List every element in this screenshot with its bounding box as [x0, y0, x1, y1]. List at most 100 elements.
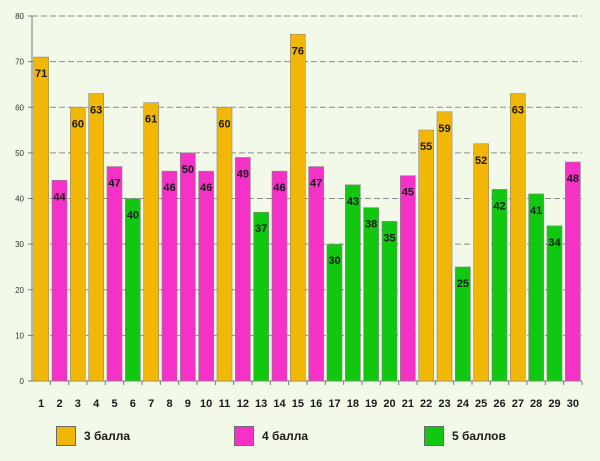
data-label-25: 52 — [475, 155, 487, 167]
x-tick-label-17: 17 — [328, 398, 340, 410]
bar-11 — [216, 106, 233, 382]
bar-27 — [510, 93, 526, 382]
data-label-9: 50 — [182, 164, 194, 176]
bar-21 — [400, 175, 416, 382]
y-tick-labels: 0 10 20 30 40 50 60 70 80 — [15, 12, 24, 386]
bar-28 — [528, 193, 544, 382]
bar-23 — [436, 111, 453, 382]
x-tick-label-14: 14 — [273, 398, 286, 410]
y-tick-label-60: 60 — [15, 103, 24, 112]
y-tick-label-10: 10 — [15, 331, 24, 340]
data-label-29: 34 — [548, 237, 561, 249]
x-tick-label-26: 26 — [493, 398, 505, 410]
data-label-12: 49 — [237, 168, 249, 180]
bar-19 — [363, 207, 379, 382]
bar-13 — [253, 211, 269, 382]
bar-17 — [326, 243, 343, 382]
bar-6 — [125, 198, 141, 382]
x-tick-label-6: 6 — [130, 398, 136, 410]
legend-item-4-balla: 4 балла — [234, 424, 308, 448]
data-label-15: 76 — [292, 45, 304, 57]
x-tick-label-5: 5 — [111, 398, 117, 410]
bar-15 — [290, 33, 306, 382]
bar-2 — [51, 179, 68, 382]
x-tick-label-21: 21 — [402, 398, 414, 410]
data-label-1: 71 — [35, 68, 47, 80]
legend-swatch-3-balla — [56, 426, 76, 446]
y-tick-label-0: 0 — [20, 377, 25, 386]
x-tick-label-1: 1 — [38, 398, 44, 410]
x-tick-label-29: 29 — [548, 398, 560, 410]
x-tick-label-10: 10 — [200, 398, 212, 410]
bar-18 — [345, 184, 361, 382]
data-label-26: 42 — [493, 200, 505, 212]
data-label-24: 25 — [457, 278, 469, 290]
x-tick-label-27: 27 — [512, 398, 524, 410]
x-tick-labels: 1 2 3 4 5 6 7 8 9 10 11 12 13 14 15 16 17 18 19 20 21 22 23 24 2… — [38, 398, 579, 410]
legend-swatch-5-ballov — [424, 426, 444, 446]
bar-10 — [198, 170, 214, 382]
bar-30 — [565, 161, 581, 382]
data-label-7: 61 — [145, 114, 157, 126]
x-tick-label-3: 3 — [75, 398, 81, 410]
bar-20 — [381, 221, 398, 382]
data-label-22: 55 — [420, 141, 432, 153]
x-tick-label-24: 24 — [457, 398, 470, 410]
data-label-18: 43 — [347, 196, 359, 208]
x-tick-label-7: 7 — [148, 398, 154, 410]
x-tick-label-8: 8 — [166, 398, 172, 410]
data-labels: 71 44 60 63 47 40 61 46 50 46 60 49 37 46 76 47 30 43 38 35… — [35, 45, 579, 290]
legend: 3 балла 4 балла 5 баллов — [0, 424, 600, 450]
bar-9 — [180, 152, 196, 382]
data-label-6: 40 — [127, 210, 139, 222]
bar-1 — [33, 56, 49, 382]
data-label-4: 63 — [90, 105, 102, 117]
data-label-27: 63 — [512, 105, 524, 117]
x-tick-label-11: 11 — [219, 398, 231, 410]
y-tick-label-80: 80 — [15, 12, 24, 21]
data-label-5: 47 — [108, 178, 120, 190]
gridlines — [32, 15, 582, 336]
bar-5 — [106, 166, 123, 382]
data-label-2: 44 — [53, 191, 66, 203]
bar-4 — [88, 93, 104, 382]
bar-24 — [455, 266, 471, 382]
bar-25 — [473, 143, 489, 382]
legend-item-5-ballov: 5 баллов — [424, 424, 506, 448]
data-label-8: 46 — [163, 182, 175, 194]
bar-7 — [143, 102, 159, 382]
bar-12 — [235, 157, 251, 382]
data-label-14: 46 — [273, 182, 285, 194]
legend-label-5-ballov: 5 баллов — [452, 429, 506, 443]
data-label-3: 60 — [72, 118, 84, 130]
x-tick-label-15: 15 — [292, 398, 304, 410]
legend-item-3-balla: 3 балла — [56, 424, 130, 448]
bar-22 — [418, 129, 434, 382]
data-label-19: 38 — [365, 219, 377, 231]
y-tick-label-30: 30 — [15, 240, 24, 249]
x-tick-label-4: 4 — [93, 398, 100, 410]
x-tick-label-22: 22 — [420, 398, 432, 410]
x-tick-label-18: 18 — [347, 398, 359, 410]
legend-label-4-balla: 4 балла — [262, 429, 309, 443]
data-label-30: 48 — [567, 173, 579, 185]
data-label-28: 41 — [530, 205, 542, 217]
x-tick-label-28: 28 — [530, 398, 542, 410]
y-tick-label-20: 20 — [15, 286, 24, 295]
x-tick-label-12: 12 — [237, 398, 249, 410]
y-tick-label-50: 50 — [15, 149, 24, 158]
x-tick-label-13: 13 — [255, 398, 267, 410]
data-label-10: 46 — [200, 182, 212, 194]
y-tick-label-70: 70 — [15, 58, 24, 67]
bar-26 — [491, 189, 508, 382]
bar-8 — [161, 170, 178, 382]
data-label-20: 35 — [383, 232, 395, 244]
y-tick-label-40: 40 — [15, 195, 24, 204]
data-label-21: 45 — [402, 187, 414, 199]
bar-29 — [546, 225, 563, 382]
data-label-13: 37 — [255, 223, 267, 235]
data-label-17: 30 — [328, 255, 340, 267]
bars — [33, 33, 581, 382]
